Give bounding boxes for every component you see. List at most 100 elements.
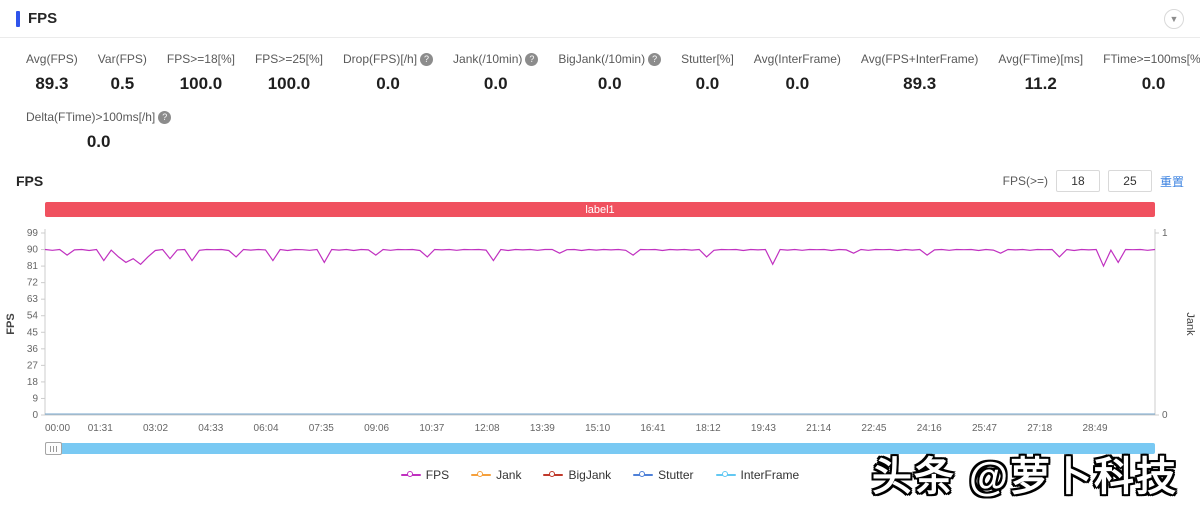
legend-label: FPS [425, 468, 450, 482]
metric-cell: Var(FPS) 0.5 [98, 52, 147, 94]
legend-item-stutter[interactable]: Stutter [633, 468, 694, 482]
metric-label: FTime>=100ms[%] [1103, 52, 1200, 66]
chart-scrollbar[interactable] [45, 442, 1155, 455]
svg-text:24:16: 24:16 [917, 423, 942, 434]
svg-text:09:06: 09:06 [364, 423, 389, 434]
legend-label: BigJank [568, 468, 612, 482]
metric-cell: Avg(InterFrame) 0.0 [754, 52, 841, 94]
legend-marker-icon [400, 471, 421, 479]
fps-filter-label: FPS(>=) [1002, 174, 1048, 188]
metric-cell: Jank(/10min)? 0.0 [453, 52, 539, 94]
svg-text:9: 9 [32, 393, 38, 404]
svg-text:18:12: 18:12 [696, 423, 721, 434]
legend-marker-icon [543, 471, 564, 479]
grip-icon [53, 445, 54, 452]
help-icon[interactable]: ? [420, 53, 434, 66]
metric-value: 0.0 [1141, 74, 1166, 93]
metric-cell: Avg(FTime)[ms] 11.2 [998, 52, 1083, 94]
legend-item-jank[interactable]: Jank [471, 468, 521, 482]
metric-value: 0.0 [695, 74, 720, 93]
svg-text:01:31: 01:31 [88, 423, 113, 434]
grip-icon [56, 445, 57, 452]
svg-text:13:39: 13:39 [530, 423, 555, 434]
svg-text:FPS: FPS [5, 313, 17, 334]
svg-text:10:37: 10:37 [419, 423, 444, 434]
chart-banner: label1 [45, 202, 1155, 217]
metric-cell: FTime>=100ms[%] 0.0 [1103, 52, 1200, 94]
metric-cell: Stutter[%] 0.0 [681, 52, 734, 94]
svg-text:04:33: 04:33 [198, 423, 223, 434]
metric-cell: FPS>=25[%] 100.0 [255, 52, 323, 94]
metric-label: Jank(/10min)? [453, 52, 539, 66]
metric-label: Avg(FTime)[ms] [998, 52, 1084, 66]
svg-text:12:08: 12:08 [475, 423, 500, 434]
svg-text:00:00: 00:00 [45, 423, 70, 434]
metric-cell: Avg(FPS) 89.3 [26, 52, 78, 94]
metric-value: 11.2 [1024, 74, 1057, 93]
metric-label: Delta(FTime)>100ms[/h]? [26, 110, 172, 124]
help-icon[interactable]: ? [648, 53, 662, 66]
legend-label: InterFrame [740, 468, 800, 482]
svg-text:0: 0 [32, 410, 38, 421]
reset-link[interactable]: 重置 [1159, 174, 1184, 189]
svg-text:0: 0 [1162, 410, 1168, 421]
metric-cell: Drop(FPS)[/h]? 0.0 [343, 52, 434, 94]
metric-value: 0.0 [597, 74, 622, 93]
chart-legend: FPS Jank BigJank Stutter InterFrame [0, 468, 1200, 482]
legend-marker-icon [471, 471, 492, 479]
metric-cell: FPS>=18[%] 100.0 [167, 52, 235, 94]
metric-value: 0.0 [86, 132, 111, 151]
metric-label: Stutter[%] [681, 52, 734, 66]
svg-text:25:47: 25:47 [972, 423, 997, 434]
svg-text:54: 54 [27, 311, 39, 322]
metric-value: 100.0 [267, 74, 311, 93]
collapse-button[interactable]: ▼ [1164, 8, 1184, 29]
svg-text:19:43: 19:43 [751, 423, 776, 434]
metric-value: 0.0 [376, 74, 400, 93]
chart-section-title: FPS [16, 173, 44, 189]
legend-item-bigjank[interactable]: BigJank [543, 468, 611, 482]
svg-text:27: 27 [27, 360, 39, 371]
svg-text:72: 72 [27, 278, 39, 289]
metrics-row: Avg(FPS) 89.3 Var(FPS) 0.5 FPS>=18[%] 100.0 FP… [0, 38, 1200, 94]
svg-text:16:41: 16:41 [640, 423, 665, 434]
fps-threshold-input-2[interactable] [1107, 170, 1152, 192]
metric-label: Avg(FPS+InterFrame) [860, 52, 979, 66]
svg-text:06:04: 06:04 [254, 423, 279, 434]
scrollbar-handle[interactable] [45, 442, 62, 455]
svg-text:90: 90 [27, 245, 39, 256]
metric-label: BigJank(/10min)? [558, 52, 662, 66]
metric-label: Drop(FPS)[/h]? [343, 52, 434, 66]
legend-label: Stutter [658, 468, 694, 482]
help-icon[interactable]: ? [525, 53, 539, 66]
metric-label: Avg(InterFrame) [753, 52, 841, 66]
chart-banner-label: label1 [585, 203, 615, 216]
legend-item-fps[interactable]: FPS [400, 468, 450, 482]
metric-label: FPS>=18[%] [166, 52, 235, 66]
legend-marker-icon [715, 471, 736, 479]
svg-text:15:10: 15:10 [585, 423, 610, 434]
metric-cell: Avg(FPS+InterFrame) 89.3 [861, 52, 978, 94]
help-icon[interactable]: ? [158, 111, 172, 124]
svg-text:21:14: 21:14 [806, 423, 831, 434]
metrics-row-2: Delta(FTime)>100ms[/h]? 0.0 [0, 94, 1200, 152]
metric-value: 89.3 [35, 74, 69, 93]
metric-value: 0.5 [110, 74, 135, 93]
chevron-down-icon: ▼ [1169, 13, 1179, 24]
svg-text:99: 99 [27, 228, 39, 239]
svg-text:22:45: 22:45 [861, 423, 886, 434]
fps-threshold-input-1[interactable] [1055, 170, 1100, 192]
grip-icon [50, 445, 51, 452]
fps-chart: 0 9 18 27 36 45 54 63 72 81 90 99 0 1 00:00 01:31 03:02 0… [5, 228, 1196, 434]
metric-label: Var(FPS) [97, 52, 147, 66]
legend-item-interframe[interactable]: InterFrame [715, 468, 800, 482]
legend-marker-icon [633, 471, 654, 479]
metric-label: Avg(FPS) [26, 52, 78, 66]
svg-text:63: 63 [27, 294, 39, 305]
metric-label: FPS>=25[%] [254, 52, 324, 66]
svg-text:Jank: Jank [1184, 312, 1196, 336]
chart-header: FPS FPS(>=) 重置 [0, 170, 1200, 192]
metric-value: 89.3 [903, 74, 937, 93]
svg-text:81: 81 [27, 261, 39, 272]
